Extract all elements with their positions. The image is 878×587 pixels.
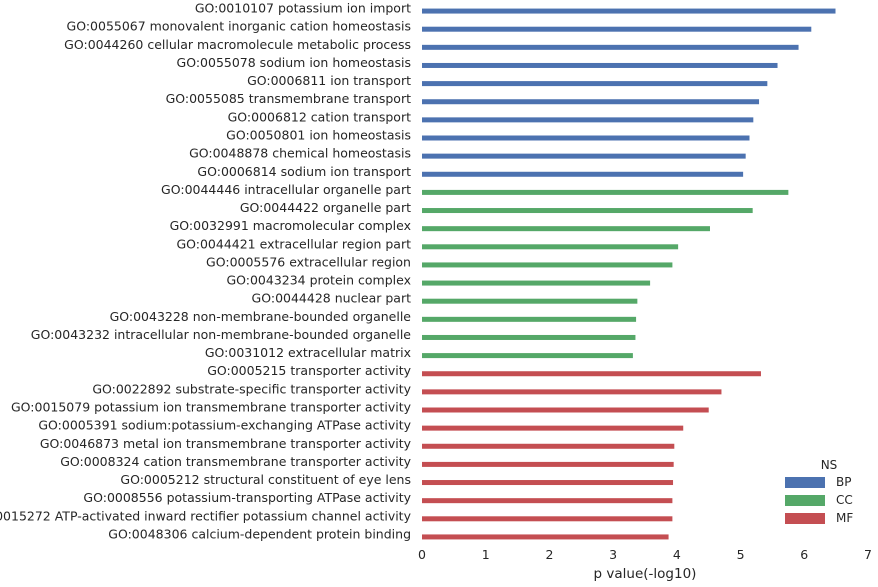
bar xyxy=(422,298,638,304)
category-label: GO:0005212 structural constituent of eye… xyxy=(120,472,411,487)
x-tick-label: 4 xyxy=(673,547,681,562)
category-label: GO:0046873 metal ion transmembrane trans… xyxy=(40,436,412,451)
category-label: GO:0044446 intracellular organelle part xyxy=(161,182,411,197)
bar xyxy=(422,407,709,413)
x-axis-label: p value(-log10) xyxy=(594,566,697,582)
bar xyxy=(422,425,684,431)
x-tick-label: 0 xyxy=(418,547,426,562)
category-label: GO:0055078 sodium ion homeostasis xyxy=(177,55,411,70)
category-label: GO:0022892 substrate-specific transporte… xyxy=(92,381,411,396)
category-label: GO:0006812 cation transport xyxy=(228,109,411,124)
category-label: GO:0048878 chemical homeostasis xyxy=(189,146,411,161)
bar xyxy=(422,316,637,322)
legend-swatch xyxy=(785,477,825,488)
category-label: GO:0043232 intracellular non-membrane-bo… xyxy=(31,327,412,342)
category-label: GO:0050801 ion homeostasis xyxy=(226,128,411,143)
bar xyxy=(422,117,754,123)
bar xyxy=(422,81,768,87)
x-tick-label: 6 xyxy=(800,547,808,562)
bar xyxy=(422,371,761,377)
x-tick-label: 7 xyxy=(864,547,872,562)
x-tick-label: 5 xyxy=(737,547,745,562)
legend-label: CC xyxy=(836,493,853,507)
category-label: GO:0006811 ion transport xyxy=(247,73,411,88)
bar xyxy=(422,498,673,504)
bar xyxy=(422,44,799,50)
legend-swatch xyxy=(785,513,825,524)
bar xyxy=(422,534,669,540)
category-labels-group: GO:0010107 potassium ion import GO:005506… xyxy=(0,1,412,542)
x-tick-labels-group: 0 1 2 3 4 5 6 7 xyxy=(418,547,872,562)
bar xyxy=(422,226,710,232)
category-label: GO:0043234 protein complex xyxy=(226,273,411,288)
bar xyxy=(422,26,812,32)
category-label: GO:0005576 extracellular region xyxy=(206,254,411,269)
category-label: GO:0015079 potassium ion transmembrane t… xyxy=(11,400,412,415)
x-tick-label: 1 xyxy=(482,547,490,562)
bar xyxy=(422,8,836,14)
bar xyxy=(422,334,636,340)
bar xyxy=(422,153,746,159)
bar xyxy=(422,62,778,68)
category-label: GO:0015272 ATP-activated inward rectifie… xyxy=(0,508,412,523)
category-label: GO:0044421 extracellular region part xyxy=(176,236,411,251)
bar xyxy=(422,244,679,250)
bar xyxy=(422,280,651,286)
category-label: GO:0044422 organelle part xyxy=(240,200,411,215)
category-label: GO:0043228 non-membrane-bounded organell… xyxy=(110,309,412,324)
bar xyxy=(422,353,633,359)
legend-title: NS xyxy=(821,458,838,472)
bar xyxy=(422,135,750,141)
category-label: GO:0010107 potassium ion import xyxy=(195,1,411,16)
category-label: GO:0044428 nuclear part xyxy=(252,291,412,306)
category-label: GO:0006814 sodium ion transport xyxy=(197,164,411,179)
bar xyxy=(422,480,674,486)
bar xyxy=(422,516,673,522)
legend: NS BP CC MF xyxy=(785,458,853,525)
bar xyxy=(422,189,789,195)
bar xyxy=(422,389,722,395)
bar xyxy=(422,443,675,449)
category-label: GO:0005391 sodium:potassium-exchanging A… xyxy=(38,418,411,433)
bar xyxy=(422,171,744,177)
bar xyxy=(422,262,673,268)
bar xyxy=(422,461,674,467)
category-label: GO:0031012 extracellular matrix xyxy=(205,345,411,360)
category-label: GO:0008324 cation transmembrane transpor… xyxy=(60,454,411,469)
category-label: GO:0055067 monovalent inorganic cation h… xyxy=(67,19,411,34)
category-label: GO:0008556 potassium-transporting ATPase… xyxy=(83,490,411,505)
bar xyxy=(422,99,760,105)
x-tick-label: 2 xyxy=(545,547,553,562)
x-tick-label: 3 xyxy=(609,547,617,562)
category-label: GO:0032991 macromolecular complex xyxy=(170,218,411,233)
legend-label: BP xyxy=(836,475,851,489)
bars-group xyxy=(422,8,836,540)
category-label: GO:0005215 transporter activity xyxy=(207,363,411,378)
category-label: GO:0044260 cellular macromolecule metabo… xyxy=(64,37,411,52)
category-label: GO:0055085 transmembrane transport xyxy=(166,91,412,106)
bar xyxy=(422,208,753,214)
category-label: GO:0048306 calcium-dependent protein bin… xyxy=(108,526,411,541)
legend-label: MF xyxy=(836,511,853,525)
legend-swatch xyxy=(785,495,825,506)
